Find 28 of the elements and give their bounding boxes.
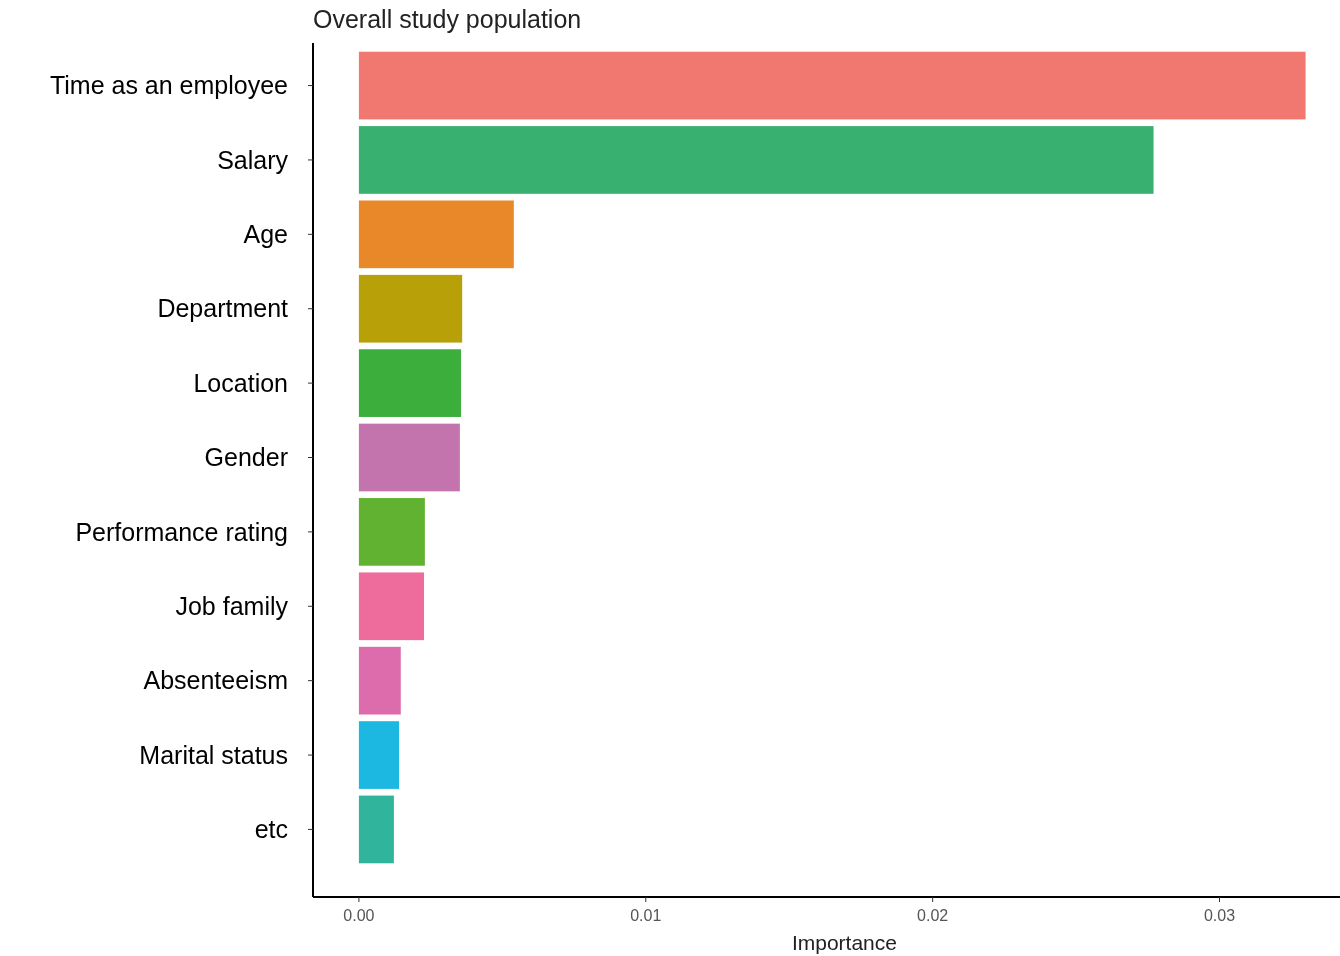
y-tick-label: Performance rating	[75, 517, 288, 546]
bar	[358, 274, 463, 343]
bar	[358, 721, 400, 789]
y-tick-label: Department	[157, 294, 289, 323]
y-tick-label: Salary	[217, 145, 289, 174]
y-tick-label: Age	[243, 220, 288, 249]
x-tick-label: 0.02	[917, 907, 949, 924]
y-tick-label: etc	[254, 815, 288, 844]
bar	[358, 349, 462, 417]
chart-title: Overall study population	[313, 5, 582, 33]
bar	[358, 795, 394, 864]
y-tick-label: Gender	[204, 443, 288, 472]
x-axis-title: Importance	[791, 931, 897, 954]
y-tick-label: Job family	[175, 592, 289, 621]
bar	[358, 423, 460, 492]
bar	[358, 498, 425, 566]
x-tick-label: 0.00	[343, 907, 375, 924]
y-tick-label: Absenteeism	[143, 666, 288, 695]
bar	[358, 200, 514, 269]
y-tick-label: Location	[193, 368, 288, 397]
bar	[358, 572, 425, 641]
y-tick-label: Marital status	[139, 740, 288, 769]
bar	[358, 126, 1154, 194]
bar	[358, 51, 1306, 120]
x-tick-label: 0.01	[630, 907, 662, 924]
bar	[358, 646, 401, 715]
x-tick-label: 0.03	[1203, 907, 1236, 924]
y-tick-label: Time as an employee	[49, 71, 288, 100]
